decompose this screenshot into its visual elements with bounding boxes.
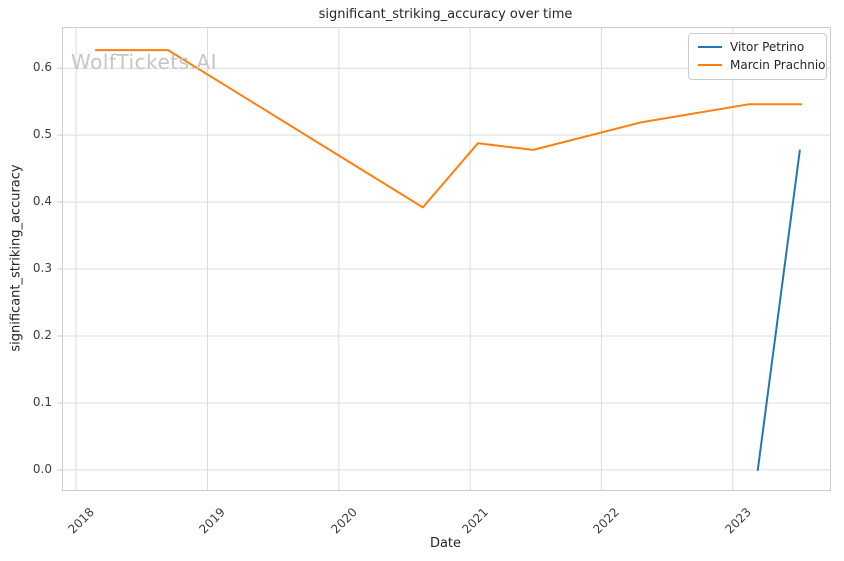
x-tick-label: 2019: [196, 505, 229, 537]
series-line-marcin-prachnio: [94, 49, 803, 209]
plot-area: WolfTickets.AI Vitor Petrino Marcin Prac…: [57, 27, 831, 491]
x-tick-label: 2018: [65, 505, 98, 537]
x-tick-label: 2023: [722, 505, 754, 537]
x-tick-label: 2021: [459, 505, 492, 537]
y-tick-label: 0.2: [32, 328, 52, 342]
series-line-vitor-petrino: [756, 149, 801, 471]
x-tick-label: 2022: [590, 505, 623, 537]
watermark: WolfTickets.AI: [71, 50, 217, 74]
chart-title: significant_striking_accuracy over time: [318, 7, 573, 22]
y-tick-label: 0.5: [32, 127, 52, 142]
y-tick-label: 0.1: [32, 394, 52, 409]
legend-line-swatch-blue: [698, 46, 722, 48]
legend-item: Marcin Prachnio: [689, 56, 826, 74]
chart-canvas: [57, 28, 830, 490]
y-tick-label: 0.4: [32, 194, 52, 209]
x-axis-label: Date: [429, 536, 462, 551]
y-tick-label: 0.3: [32, 261, 52, 276]
x-tick-label: 2020: [328, 505, 360, 537]
legend-item: Vitor Petrino: [689, 38, 826, 56]
legend-label: Marcin Prachnio: [730, 58, 826, 72]
y-tick-label: 0.6: [32, 60, 52, 75]
legend-label: Vitor Petrino: [730, 40, 805, 54]
legend-line-swatch-orange: [698, 64, 722, 66]
legend: Vitor Petrino Marcin Prachnio: [688, 33, 827, 80]
y-tick-label: 0.0: [32, 461, 52, 476]
